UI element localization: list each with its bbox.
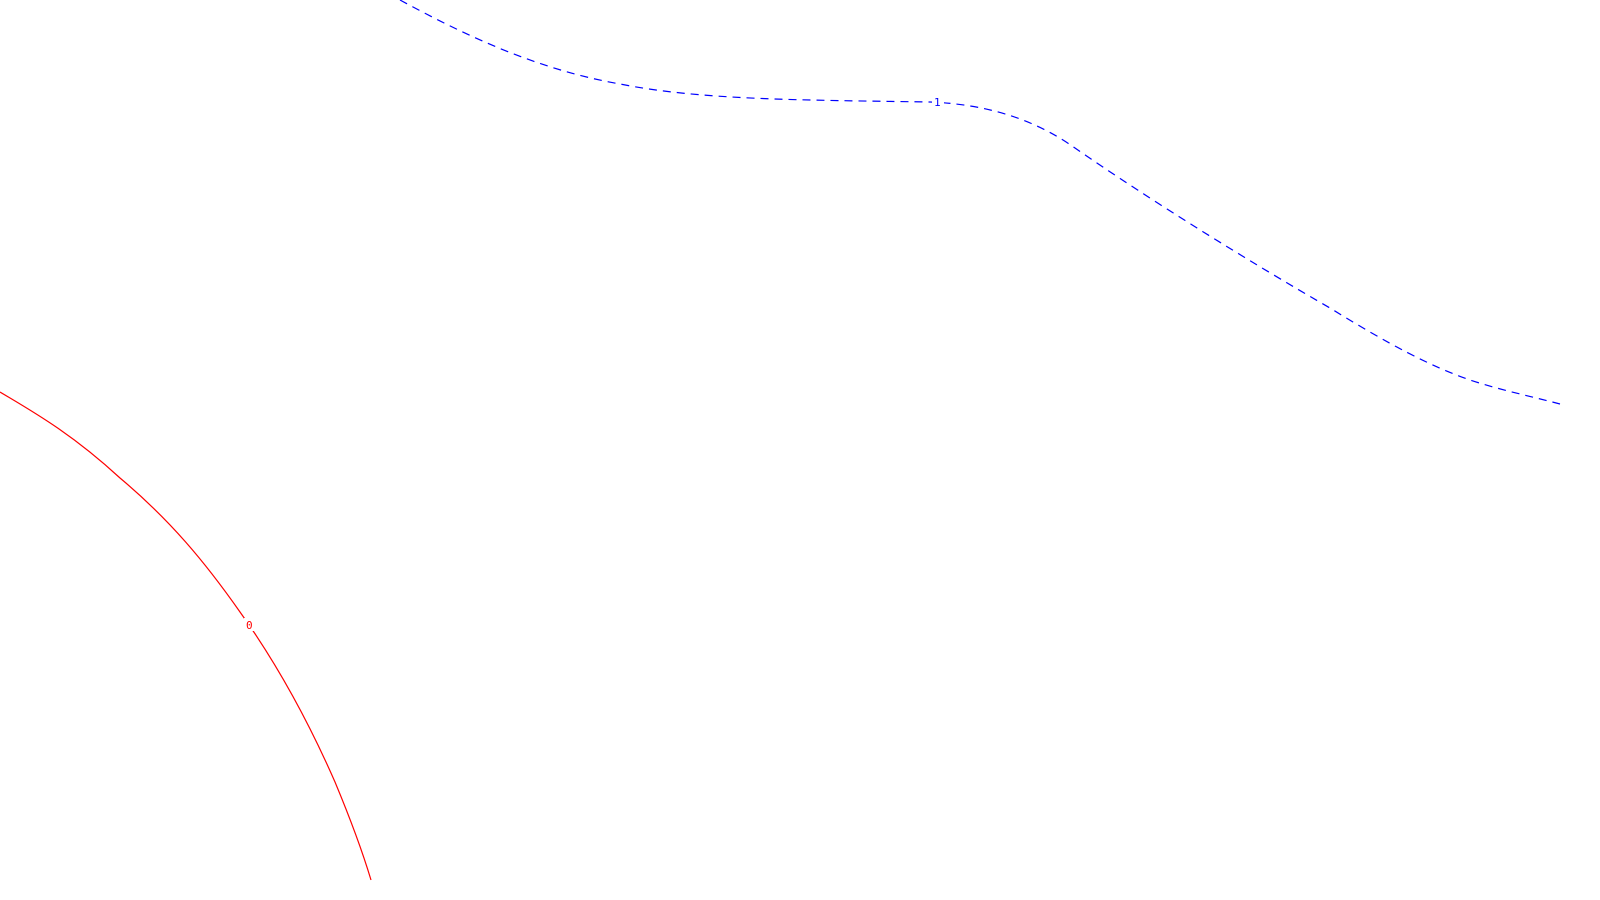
curve-0-line [0,391,372,881]
curve-1-label: 1 [934,96,941,109]
curve-1-label-bg [932,95,944,108]
curve-1-line [399,0,1561,405]
curve-0-label: 0 [246,619,253,632]
curve-0-label-bg [244,618,255,631]
